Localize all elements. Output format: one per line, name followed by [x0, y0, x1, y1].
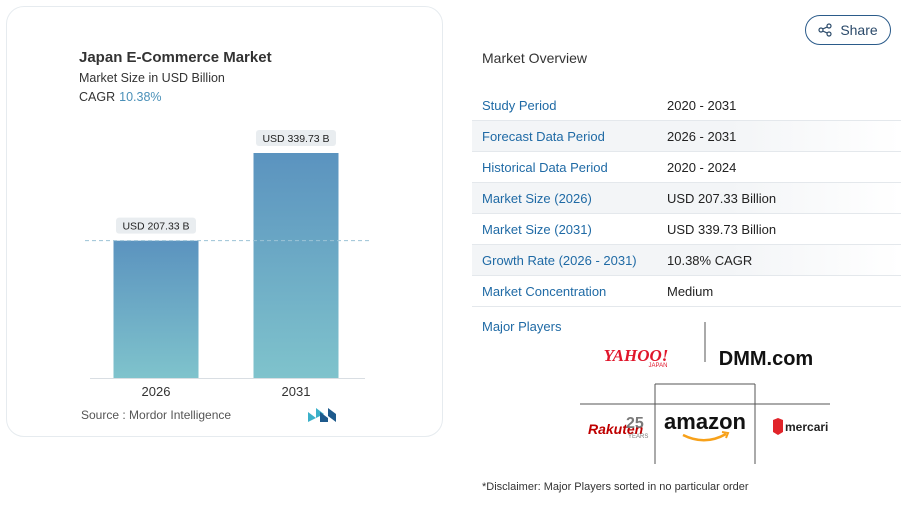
table-row: Forecast Data Period 2026 - 2031 — [472, 121, 901, 152]
table-row: Market Size (2031) USD 339.73 Billion — [472, 214, 901, 245]
data-label: USD 207.33 B — [122, 221, 189, 233]
table-row: Market Concentration Medium — [472, 276, 901, 307]
yahoo-text: YAHOO! — [604, 346, 669, 365]
share-icon — [818, 23, 832, 37]
chart-source: Source : Mordor Intelligence — [81, 408, 232, 422]
mercari-logo: mercari — [773, 418, 828, 435]
row-value: 2020 - 2031 — [667, 97, 737, 113]
bar-chart: USD 207.33 B 2026 USD 339.73 B 2031 — [85, 130, 372, 399]
chart-subtitle: Market Size in USD Billion — [79, 71, 225, 85]
disclaimer: *Disclaimer: Major Players sorted in no … — [482, 481, 749, 493]
overview-table: Study Period 2020 - 2031 Forecast Data Pe… — [472, 90, 901, 307]
table-row: Study Period 2020 - 2031 — [472, 90, 901, 121]
table-row: Historical Data Period 2020 - 2024 — [472, 152, 901, 183]
yahoo-sub-text: JAPAN — [649, 363, 668, 369]
cagr-value: 10.38% — [119, 90, 162, 104]
row-value: 2026 - 2031 — [667, 128, 737, 144]
bar-2031 — [253, 153, 339, 378]
chart-title: Japan E-Commerce Market — [79, 49, 272, 66]
rakuten-text: Rakuten — [588, 421, 643, 437]
mercari-mark-icon — [773, 418, 783, 435]
major-players-logos: YAHOO! JAPAN DMM.com Rakuten 25 YEARS am… — [580, 322, 830, 464]
amazon-text: amazon — [664, 409, 746, 434]
chart-card — [6, 6, 443, 437]
rakuten-years-sub: YEARS — [628, 434, 648, 440]
rakuten-logo: Rakuten 25 YEARS — [588, 415, 648, 440]
row-key: Growth Rate (2026 - 2031) — [482, 252, 637, 268]
dmm-logo: DMM.com — [719, 348, 813, 370]
row-key: Study Period — [482, 97, 557, 113]
major-players-label: Major Players — [482, 319, 562, 334]
row-key: Market Concentration — [482, 283, 607, 299]
bar-2026 — [113, 240, 199, 378]
data-label-background — [116, 217, 196, 234]
cagr-label: CAGR — [79, 90, 116, 104]
table-row: Market Size (2026) USD 207.33 Billion — [472, 183, 901, 214]
cagr-line: CAGR 10.38% — [79, 90, 162, 104]
row-key: Forecast Data Period — [482, 128, 605, 144]
mercari-text: mercari — [785, 420, 828, 434]
market-overview-title: Market Overview — [482, 50, 588, 66]
data-label-background — [256, 130, 336, 146]
row-value: 2020 - 2024 — [667, 159, 737, 175]
row-key: Historical Data Period — [482, 159, 608, 175]
yahoo-japan-logo: YAHOO! JAPAN — [604, 346, 669, 369]
dmm-text: DMM.com — [719, 348, 813, 370]
share-label: Share — [840, 22, 878, 38]
row-key: Market Size (2026) — [482, 190, 592, 206]
x-tick-label: 2031 — [282, 384, 311, 399]
rakuten-years-text: 25 — [626, 415, 644, 432]
mordor-intelligence-logo — [308, 408, 336, 422]
amazon-logo: amazon — [664, 409, 746, 442]
x-tick-label: 2026 — [142, 384, 171, 399]
row-value: 10.38% CAGR — [667, 252, 753, 268]
row-value: USD 207.33 Billion — [667, 190, 777, 206]
row-key: Market Size (2031) — [482, 221, 592, 237]
data-label: USD 339.73 B — [262, 133, 329, 145]
row-value: Medium — [667, 283, 714, 299]
share-button[interactable]: Share — [805, 15, 891, 45]
table-row: Growth Rate (2026 - 2031) 10.38% CAGR — [472, 245, 901, 276]
row-value: USD 339.73 Billion — [667, 221, 777, 237]
